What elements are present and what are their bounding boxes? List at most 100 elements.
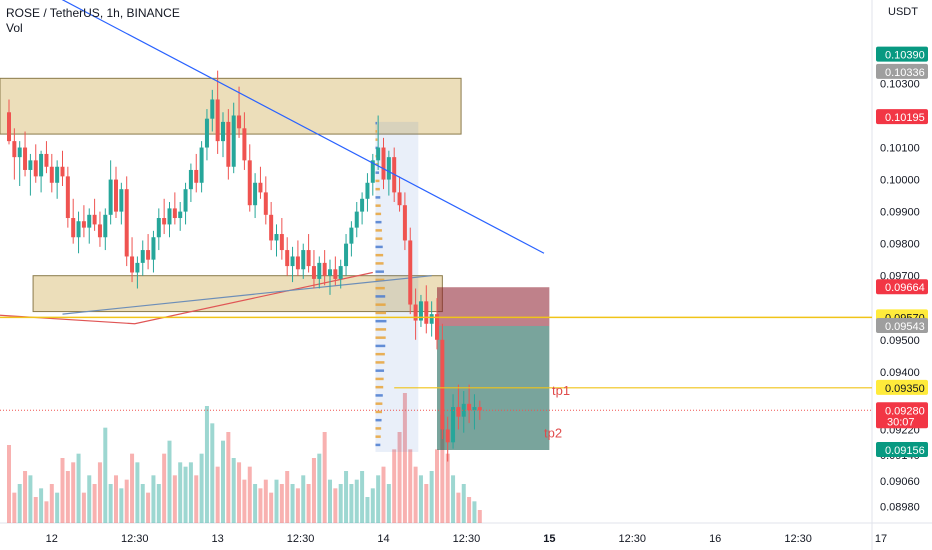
volume-bar — [424, 484, 429, 523]
price-tick-label: 0.10000 — [880, 175, 920, 187]
time-tick-label: 17 — [875, 533, 887, 545]
symbol-title[interactable]: ROSE / TetherUS, 1h, BINANCE — [6, 6, 180, 20]
volume-bar — [408, 449, 413, 523]
volume-bar — [445, 453, 450, 523]
volume-profile-bar — [375, 443, 381, 447]
volume-profile-bar — [375, 204, 381, 207]
candle-body — [269, 214, 274, 241]
volume-profile-bar — [375, 278, 385, 282]
price-badge-label: 0.10195 — [885, 112, 925, 124]
volume-bar — [397, 432, 402, 523]
candle-body — [92, 214, 97, 225]
volume-profile-bar — [375, 377, 384, 381]
candle-body — [210, 99, 215, 119]
volume-bar — [370, 488, 375, 523]
candle-body — [135, 262, 140, 273]
volume-bar — [429, 471, 434, 523]
candle-body — [413, 304, 418, 321]
volume-profile-bar — [375, 163, 379, 166]
volume-label[interactable]: Vol — [6, 21, 23, 35]
candle-body — [408, 240, 413, 305]
price-tick-label: 0.10300 — [880, 78, 920, 90]
volume-profile-bar — [375, 187, 380, 191]
volume-bar — [237, 462, 242, 523]
volume-profile-bar — [375, 212, 382, 216]
candle-body — [429, 314, 434, 324]
volume-bar — [162, 453, 167, 523]
volume-bar — [81, 492, 86, 523]
candle-body — [376, 147, 381, 161]
volume-bar — [135, 462, 140, 523]
volume-profile-bar — [375, 418, 382, 422]
volume-profile-bar — [375, 328, 387, 331]
candle-body — [435, 314, 439, 340]
volume-bar — [354, 479, 359, 523]
volume-bar — [87, 475, 92, 523]
volume-bar — [392, 449, 397, 523]
candle-body — [328, 269, 332, 276]
volume-profile-bar — [375, 385, 384, 389]
candle-body — [60, 166, 65, 177]
candle-body — [87, 214, 92, 228]
time-axis[interactable]: 12 12:30 13 12:30 14 12:30 15 12:30 16 12:30 17 — [46, 533, 888, 545]
volume-bar — [119, 488, 124, 523]
candle-body — [386, 157, 391, 180]
volume-bar — [151, 475, 156, 523]
stop-loss-zone — [437, 287, 550, 326]
candle-body — [156, 218, 161, 238]
candle-body — [381, 147, 386, 180]
volume-bar — [210, 423, 215, 523]
price-tick-label: 0.09900 — [880, 207, 920, 219]
candle-body — [76, 221, 81, 238]
candle-body — [295, 256, 300, 270]
volume-profile-bar — [375, 311, 387, 315]
price-badge-label: 0.09543 — [885, 321, 925, 333]
volume-bar — [386, 484, 391, 523]
candle-body — [402, 205, 407, 241]
volume-bar — [306, 484, 311, 523]
volume-bar — [28, 475, 33, 523]
price-badge-label: 0.10390 — [885, 50, 925, 62]
rising-support-line — [62, 275, 432, 315]
volume-bar — [17, 484, 22, 523]
axis-panel-bg — [872, 0, 932, 550]
volume-profile-bar — [375, 130, 377, 133]
volume-bar — [65, 471, 70, 523]
candle-body — [247, 160, 252, 206]
volume-bar — [183, 466, 188, 523]
volume-profile-bar — [375, 270, 384, 273]
candle-body — [263, 192, 268, 215]
volume-bar — [178, 462, 183, 523]
volume-profile-bar — [375, 402, 383, 405]
candle-body — [344, 243, 349, 267]
price-badge — [876, 402, 928, 429]
candle-body — [204, 118, 209, 148]
volume-bar — [39, 488, 44, 523]
candle-body — [258, 182, 263, 193]
volume-profile-bar — [375, 336, 386, 339]
volume-bar — [402, 393, 407, 523]
candle-body — [183, 189, 188, 212]
candle-body — [44, 153, 49, 167]
candle-body — [146, 250, 151, 260]
volume-bar — [23, 471, 28, 523]
volume-bar — [167, 440, 172, 523]
price-badge — [876, 379, 928, 395]
volume-bar — [477, 510, 482, 523]
volume-bar — [290, 484, 295, 523]
candle-body — [17, 147, 22, 158]
volume-bar — [285, 471, 290, 523]
volume-bar — [247, 466, 252, 523]
drawings-back — [0, 77, 550, 452]
candle-body — [477, 407, 482, 411]
candle-body — [231, 115, 236, 167]
volume-bar — [467, 497, 472, 523]
volume-bar — [301, 475, 306, 523]
time-tick-label: 12:30 — [453, 533, 481, 545]
volume-bar — [194, 475, 199, 523]
candle-body — [151, 237, 156, 260]
volume-profile-bar — [375, 171, 380, 174]
volume-bar — [295, 488, 300, 523]
